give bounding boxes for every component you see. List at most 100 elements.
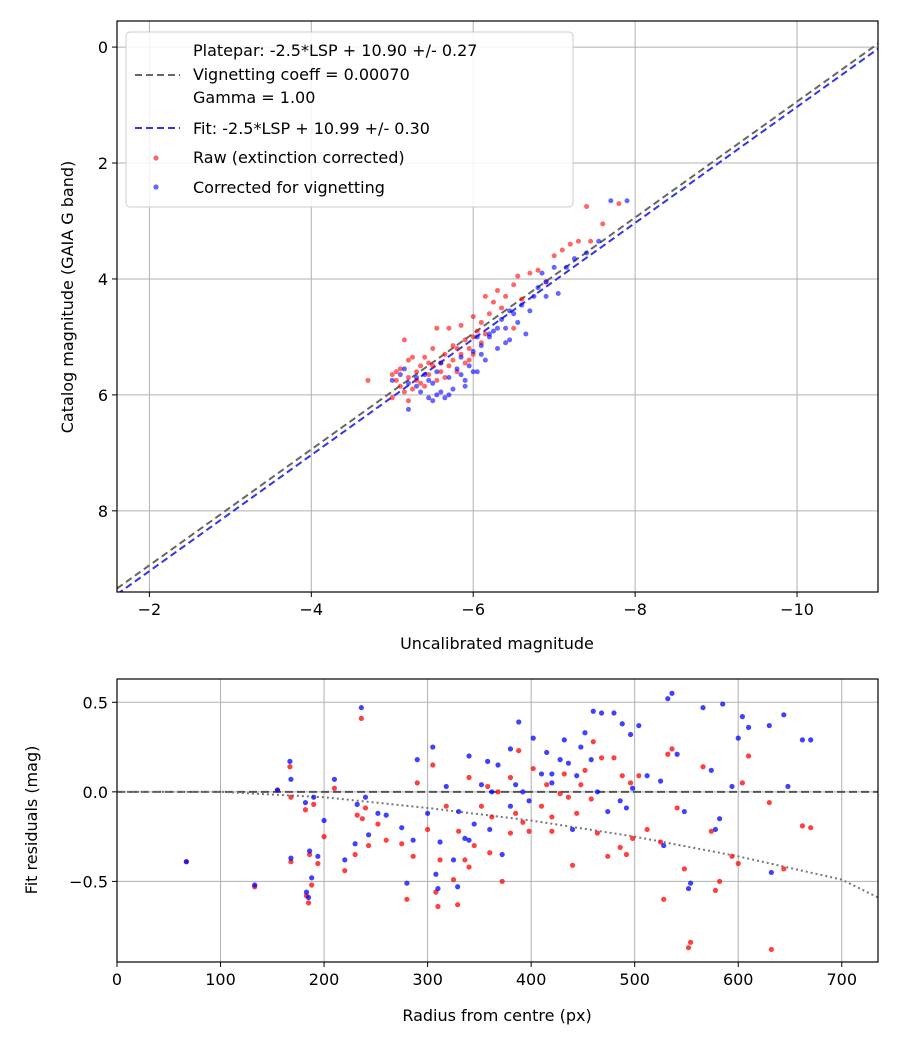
top-point-raw [389, 372, 395, 378]
top-point-raw [470, 314, 476, 320]
bottom-point-raw [619, 773, 625, 779]
top-point-corrected [458, 372, 464, 378]
bottom-point-raw [565, 794, 572, 800]
legend-box [125, 31, 574, 208]
legend-gamma: Gamma = 1.00 [193, 88, 315, 107]
top-point-corrected [430, 380, 436, 386]
bottom-point-corrected [729, 783, 735, 790]
top-point-corrected [397, 372, 403, 378]
top-y-ticks: 0 2 4 6 8 [98, 38, 117, 521]
bottom-point-corrected [617, 798, 623, 804]
top-point-corrected [478, 351, 484, 357]
top-x-axis-label: Uncalibrated magnitude [400, 634, 594, 653]
bottom-point-corrected [342, 857, 348, 863]
bottom-point-corrected [365, 832, 372, 838]
bottom-point-corrected [561, 737, 567, 743]
top-point-corrected [474, 334, 480, 340]
bottom-point-raw [549, 828, 555, 834]
bottom-point-corrected [513, 782, 519, 788]
bottom-point-raw [661, 896, 667, 902]
bottom-point-corrected [495, 762, 501, 768]
bottom-plot-frame [116, 678, 879, 963]
top-point-raw [482, 293, 488, 299]
top-x-tick-label: −8 [623, 600, 647, 619]
bottom-point-corrected [399, 825, 405, 831]
bottom-point-corrected [252, 882, 258, 888]
bottom-point-corrected [681, 808, 687, 815]
bottom-point-corrected [274, 787, 281, 793]
top-point-corrected [608, 198, 614, 204]
top-point-raw [511, 325, 517, 331]
bottom-x-tick-label: 500 [619, 970, 650, 989]
top-point-raw [511, 282, 517, 288]
bottom-point-corrected [565, 760, 572, 766]
bottom-point-raw [611, 755, 617, 761]
top-point-raw [409, 354, 415, 360]
top-point-corrected [458, 354, 464, 360]
bottom-point-corrected [745, 724, 752, 730]
top-point-raw [405, 357, 411, 363]
top-point-corrected [454, 366, 460, 372]
bottom-point-raw [495, 789, 501, 795]
bottom-point-corrected [557, 757, 563, 763]
top-point-raw [616, 201, 622, 207]
top-point-corrected [523, 331, 529, 337]
bottom-point-raw [359, 816, 365, 822]
bottom-point-corrected [687, 880, 694, 886]
bottom-y-tick-label: 0.0 [83, 783, 108, 802]
bottom-point-corrected [507, 803, 514, 809]
bottom-point-raw [499, 878, 505, 884]
bottom-point-corrected [287, 758, 293, 764]
top-point-raw [458, 322, 464, 328]
bottom-point-raw [331, 785, 338, 791]
top-point-raw [466, 357, 472, 363]
top-line-platepar [117, 42, 878, 590]
bottom-point-raw [365, 842, 372, 849]
top-point-raw [474, 328, 480, 334]
bottom-point-raw [471, 842, 477, 849]
bottom-point-raw [594, 830, 601, 836]
top-point-corrected [531, 293, 537, 299]
top-point-corrected [507, 308, 513, 314]
bottom-point-corrected [574, 773, 580, 779]
top-point-raw [551, 253, 557, 259]
bottom-point-corrected [582, 730, 588, 736]
top-point-raw [430, 346, 436, 352]
bottom-point-corrected [739, 714, 745, 720]
top-point-corrected [486, 331, 492, 337]
bottom-point-raw [799, 823, 806, 829]
bottom-point-raw [485, 783, 491, 790]
top-point-corrected [470, 369, 476, 375]
bottom-point-corrected [425, 810, 431, 816]
bottom-point-raw [507, 774, 514, 781]
bottom-scatter-points [183, 690, 814, 953]
bottom-point-corrected [433, 871, 439, 877]
bottom-point-raw [478, 803, 485, 809]
bottom-point-raw [716, 878, 723, 884]
top-point-raw [409, 386, 415, 392]
top-point-corrected [434, 392, 440, 398]
bottom-y-ticks: 0.5 0.0 −0.5 [69, 693, 117, 891]
bottom-point-corrected [358, 705, 364, 711]
bottom-point-corrected [516, 719, 522, 725]
bottom-point-corrected [455, 884, 461, 890]
bottom-point-raw [729, 853, 735, 859]
bottom-point-corrected [383, 812, 389, 818]
bottom-point-corrected [311, 794, 317, 800]
top-point-raw [418, 363, 424, 369]
bottom-point-corrected [665, 696, 671, 702]
bottom-x-ticks: 0 100 200 300 400 500 600 700 [112, 962, 857, 989]
top-point-raw [446, 363, 452, 369]
top-point-corrected [490, 328, 496, 334]
legend-raw-marker [153, 155, 159, 161]
top-point-raw [495, 288, 500, 294]
top-point-raw [450, 357, 456, 363]
top-point-corrected [495, 325, 500, 331]
bottom-point-corrected [590, 708, 596, 714]
bottom-point-corrected [305, 894, 312, 901]
top-point-corrected [426, 395, 432, 401]
bottom-point-corrected [466, 837, 472, 843]
top-point-raw [588, 238, 594, 244]
bottom-point-raw [410, 853, 416, 859]
bottom-point-corrected [605, 808, 611, 815]
